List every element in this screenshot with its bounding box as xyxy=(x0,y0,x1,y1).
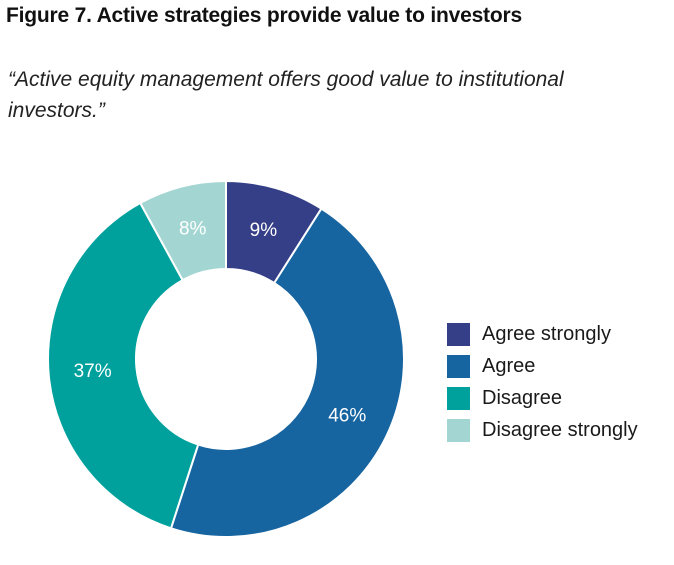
legend-item-disagree: Disagree xyxy=(447,382,638,414)
legend-swatch xyxy=(447,386,470,410)
donut-slice-agree xyxy=(169,207,405,538)
donut-data-labels: 9% 46% 37% 8% xyxy=(74,219,367,427)
data-label-disagree: 37% xyxy=(74,361,112,382)
data-label-agree-strongly: 9% xyxy=(250,220,278,241)
legend-item-agree-strongly: Agree strongly xyxy=(447,318,638,350)
chart-title: Figure 7. Active strategies provide valu… xyxy=(6,4,522,27)
donut-slice-disagree-strongly xyxy=(138,179,227,282)
legend-label: Disagree strongly xyxy=(482,418,638,441)
data-label-agree: 46% xyxy=(328,406,366,427)
legend-swatch xyxy=(447,354,470,378)
donut-slices xyxy=(47,179,405,538)
legend-label: Disagree xyxy=(482,386,563,409)
legend-label: Agree xyxy=(482,354,536,377)
chart-legend: Agree strongly Agree Disagree Disagree s… xyxy=(447,318,638,446)
data-label-disagree-strongly: 8% xyxy=(179,219,207,240)
chart-subtitle: “Active equity management offers good va… xyxy=(8,68,564,122)
legend-item-agree: Agree xyxy=(447,350,638,382)
legend-item-disagree-strongly: Disagree strongly xyxy=(447,414,638,446)
donut-slice-disagree xyxy=(47,201,200,530)
legend-label: Agree strongly xyxy=(482,322,611,345)
legend-swatch xyxy=(447,322,470,346)
legend-swatch xyxy=(447,418,470,442)
